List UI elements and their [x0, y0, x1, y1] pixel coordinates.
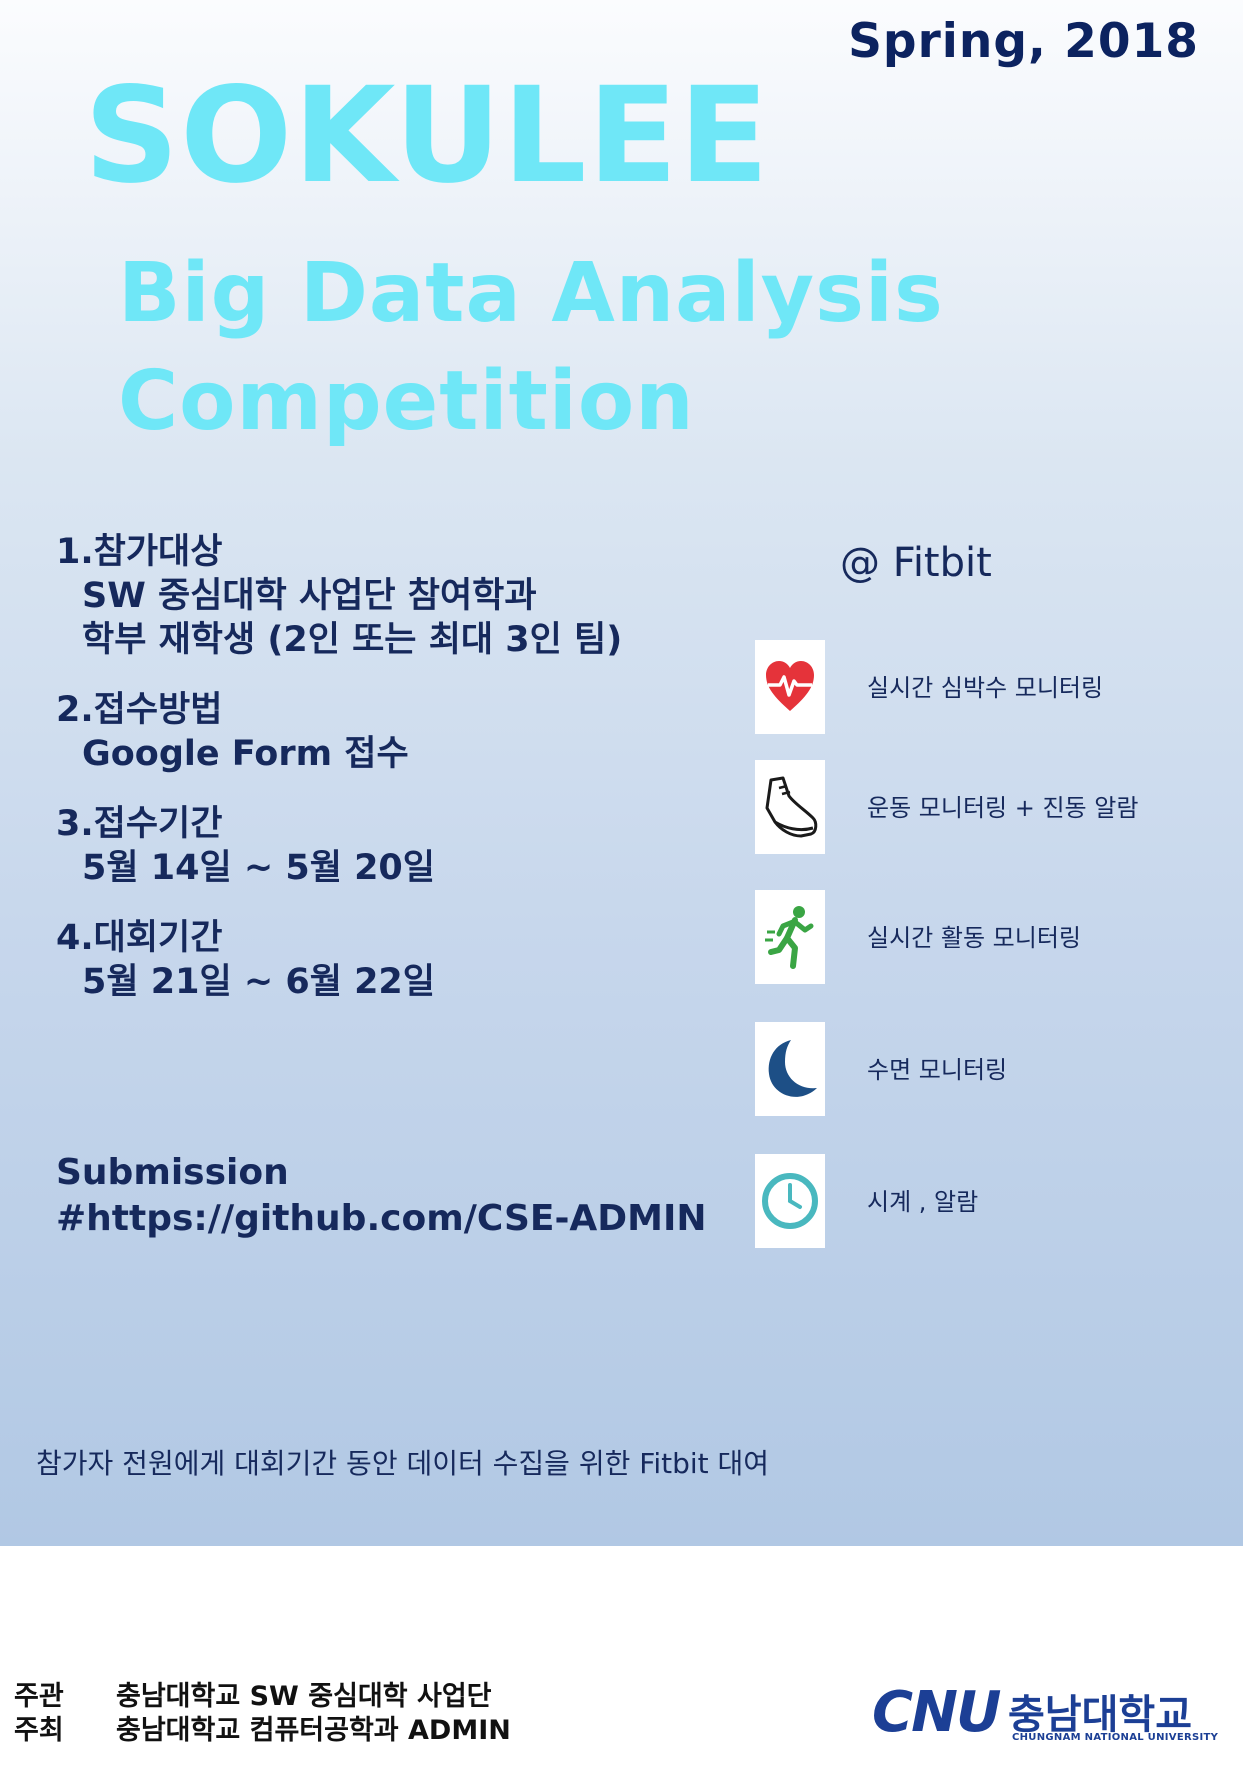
- info-sections: 1.참가대상 SW 중심대학 사업단 참여학과 학부 재학생 (2인 또는 최대…: [56, 530, 746, 1030]
- heart-rate-icon: [755, 640, 825, 734]
- feature-label: 시계 , 알람: [867, 1188, 979, 1216]
- fitbit-heading: @ Fitbit: [840, 540, 992, 586]
- feature-activity: 실시간 활동 모니터링: [755, 890, 1205, 984]
- feature-label: 운동 모니터링 + 진동 알람: [867, 794, 1139, 822]
- title-sub: Big Data Analysis Competition: [118, 240, 944, 456]
- feature-label: 수면 모니터링: [867, 1056, 1008, 1084]
- logo-english-text: CHUNGNAM NATIONAL UNIVERSITY: [1012, 1732, 1219, 1743]
- logo-korean-text: 충남대학교: [1008, 1692, 1192, 1738]
- footer-credits: 주관 충남대학교 SW 중심대학 사업단 주최 충남대학교 컴퓨터공학과 ADM…: [14, 1680, 511, 1748]
- section-title: 2.접수방법: [56, 690, 223, 730]
- feature-sleep: 수면 모니터링: [755, 1022, 1205, 1116]
- rental-notice: 참가자 전원에게 대회기간 동안 데이터 수집을 위한 Fitbit 대여: [36, 1447, 770, 1480]
- submission-block: Submission #https://github.com/CSE-ADMIN: [56, 1150, 707, 1242]
- submission-label: Submission: [56, 1152, 289, 1193]
- footer-row-host: 주최 충남대학교 컴퓨터공학과 ADMIN: [14, 1714, 511, 1748]
- cnu-logo: CNU 충남대학교 CHUNGNAM NATIONAL UNIVERSITY: [872, 1680, 1227, 1750]
- submission-link[interactable]: #https://github.com/CSE-ADMIN: [56, 1198, 707, 1239]
- moon-icon: [755, 1022, 825, 1116]
- section-line: 학부 재학생 (2인 또는 최대 3인 팀): [82, 620, 623, 660]
- clock-icon: [755, 1154, 825, 1248]
- section-application-period: 3.접수기간 5월 14일 ~ 5월 20일: [56, 802, 746, 890]
- feature-heart-rate: 실시간 심박수 모니터링: [755, 640, 1205, 734]
- host-key: 주최: [14, 1715, 64, 1746]
- section-title: 4.대회기간: [56, 918, 223, 958]
- logo-cnu-text: CNU: [872, 1680, 1001, 1745]
- host-value: 충남대학교 컴퓨터공학과 ADMIN: [116, 1715, 511, 1746]
- poster-background: Spring, 2018 SOKULEE Big Data Analysis C…: [0, 0, 1243, 1546]
- feature-label: 실시간 심박수 모니터링: [867, 674, 1104, 702]
- section-application: 2.접수방법 Google Form 접수: [56, 688, 746, 776]
- title-sub-line1: Big Data Analysis: [118, 246, 944, 341]
- season-label: Spring, 2018: [848, 14, 1199, 69]
- section-line: SW 중심대학 사업단 참여학과: [82, 576, 537, 616]
- section-competition-period: 4.대회기간 5월 21일 ~ 6월 22일: [56, 916, 746, 1004]
- footer-row-organizer: 주관 충남대학교 SW 중심대학 사업단: [14, 1680, 511, 1714]
- feature-clock: 시계 , 알람: [755, 1154, 1205, 1248]
- section-line: 5월 21일 ~ 6월 22일: [82, 962, 435, 1002]
- organizer-value: 충남대학교 SW 중심대학 사업단: [116, 1681, 492, 1712]
- title-main: SOKULEE: [84, 59, 770, 213]
- section-eligibility: 1.참가대상 SW 중심대학 사업단 참여학과 학부 재학생 (2인 또는 최대…: [56, 530, 746, 662]
- title-sub-line2: Competition: [118, 354, 695, 449]
- section-line: 5월 14일 ~ 5월 20일: [82, 848, 435, 888]
- organizer-key: 주관: [14, 1681, 64, 1712]
- feature-exercise: 운동 모니터링 + 진동 알람: [755, 760, 1205, 854]
- running-shoe-icon: [755, 760, 825, 854]
- section-title: 3.접수기간: [56, 804, 223, 844]
- section-line: Google Form 접수: [82, 734, 409, 774]
- section-title: 1.참가대상: [56, 532, 223, 572]
- feature-label: 실시간 활동 모니터링: [867, 924, 1081, 952]
- running-person-icon: [755, 890, 825, 984]
